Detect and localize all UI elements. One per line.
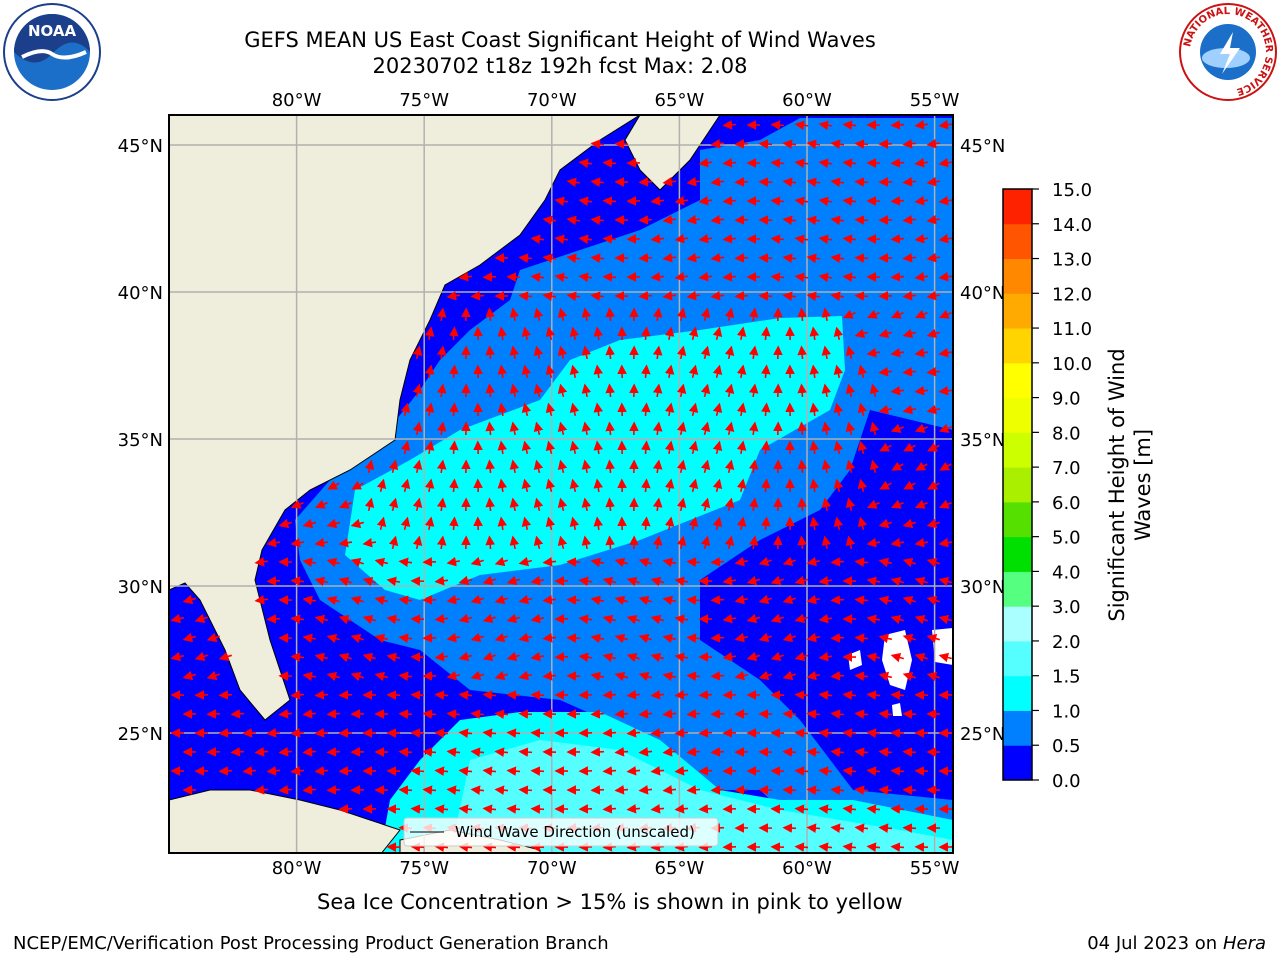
footer-date: 04 Jul 2023 on Hera [1087, 933, 1266, 954]
colorbar-swatch [1003, 710, 1032, 746]
colorbar-swatch [1003, 606, 1032, 642]
map-legend: Wind Wave Direction (unscaled) [403, 817, 719, 847]
colorbar-tick-label: 12.0 [1052, 284, 1092, 305]
lon-label-bottom: 75°W [399, 858, 449, 879]
colorbar-tick-label: 3.0 [1052, 597, 1081, 618]
footer-date-text: 04 Jul 2023 on [1087, 933, 1223, 954]
colorbar-swatch [1003, 397, 1032, 433]
colorbar [1003, 189, 1032, 781]
lat-label-left: 25°N [118, 724, 163, 745]
colorbar-swatch [1003, 571, 1032, 607]
colorbar-swatch [1003, 467, 1032, 503]
footer-host: Hera [1222, 933, 1266, 954]
colorbar-swatch [1003, 328, 1032, 364]
colorbar-tick-label: 15.0 [1052, 180, 1092, 201]
colorbar-swatch [1003, 501, 1032, 538]
lat-label-left: 40°N [118, 283, 163, 304]
colorbar-tick-label: 1.0 [1052, 701, 1081, 722]
lon-label-top: 70°W [527, 90, 577, 111]
lon-label-top: 60°W [782, 90, 832, 111]
lon-label-bottom: 70°W [527, 858, 577, 879]
lon-labels-top: 80°W 75°W 70°W 65°W 60°W 55°W [272, 90, 960, 111]
colorbar-swatch [1003, 675, 1032, 711]
nws-logo: NATIONAL WEATHER SERVICE [1179, 3, 1277, 101]
lon-label-bottom: 65°W [655, 858, 705, 879]
colorbar-tick-label: 0.0 [1052, 771, 1081, 792]
colorbar-tick-label: 2.0 [1052, 632, 1081, 653]
colorbar-swatch [1003, 258, 1032, 294]
lat-label-right: 35°N [960, 430, 1005, 451]
lat-label-left: 30°N [118, 577, 163, 598]
colorbar-swatch [1003, 432, 1032, 468]
colorbar-label-line2: Waves [m] [1131, 429, 1155, 541]
lat-label-right: 40°N [960, 283, 1005, 304]
map-area: Wind Wave Direction (unscaled) [169, 115, 953, 853]
noaa-logo-text: NOAA [28, 22, 77, 40]
colorbar-tick-label: 7.0 [1052, 458, 1081, 479]
colorbar-tick-label: 1.5 [1052, 667, 1081, 688]
lat-labels-left: 45°N 40°N 35°N 30°N 25°N [118, 136, 163, 745]
colorbar-tick-label: 11.0 [1052, 319, 1092, 340]
lat-label-right: 30°N [960, 577, 1005, 598]
lat-label-left: 35°N [118, 430, 163, 451]
chart-title: GEFS MEAN US East Coast Significant Heig… [244, 28, 876, 52]
noaa-logo: NOAA [3, 3, 101, 101]
footer-credit: NCEP/EMC/Verification Post Processing Pr… [13, 933, 609, 954]
map-legend-label: Wind Wave Direction (unscaled) [455, 823, 695, 841]
chart-subtitle: 20230702 t18z 192h fcst Max: 2.08 [372, 54, 748, 78]
lon-label-bottom: 60°W [782, 858, 832, 879]
lat-label-right: 25°N [960, 724, 1005, 745]
colorbar-swatch [1003, 745, 1032, 781]
colorbar-swatch [1003, 293, 1032, 329]
lat-label-right: 45°N [960, 136, 1005, 157]
lon-label-bottom: 55°W [910, 858, 960, 879]
lon-label-top: 55°W [910, 90, 960, 111]
colorbar-tick-label: 13.0 [1052, 250, 1092, 271]
colorbar-frame [1002, 188, 1033, 781]
land-cuba [169, 789, 401, 853]
sea-ice-note: Sea Ice Concentration > 15% is shown in … [317, 890, 903, 914]
colorbar-tick-label: 10.0 [1052, 354, 1092, 375]
wave-bin-1.0-1.5 [345, 316, 845, 600]
land-nova-scotia [624, 115, 721, 191]
lat-labels-right: 45°N 40°N 35°N 30°N 25°N [960, 136, 1005, 745]
colorbar-swatch [1003, 362, 1032, 399]
wave-bin-0-0.5-east [700, 410, 953, 800]
lon-label-top: 65°W [655, 90, 705, 111]
colorbar-tick-label: 8.0 [1052, 423, 1081, 444]
colorbar-tick-label: 6.0 [1052, 493, 1081, 514]
lon-labels-bottom: 80°W 75°W 70°W 65°W 60°W 55°W [272, 858, 960, 879]
colorbar-tick-label: 4.0 [1052, 562, 1081, 583]
wind-wave-direction-arrows [170, 119, 953, 852]
colorbar-ticks: 0.0 0.5 1.0 1.5 2.0 3.0 4.0 5.0 6.0 7.0 8.0 9.0 10.0… [1032, 180, 1092, 792]
colorbar-swatch [1003, 640, 1032, 677]
colorbar-tick-label: 9.0 [1052, 389, 1081, 410]
colorbar-swatch [1003, 536, 1032, 572]
lon-label-top: 80°W [272, 90, 322, 111]
colorbar-swatch [1003, 223, 1032, 260]
lat-label-left: 45°N [118, 136, 163, 157]
lon-label-top: 75°W [399, 90, 449, 111]
colorbar-tick-label: 14.0 [1052, 215, 1092, 236]
colorbar-tick-label: 0.5 [1052, 736, 1081, 757]
colorbar-label-line1: Significant Height of Wind [1105, 348, 1129, 621]
lon-label-bottom: 80°W [272, 858, 322, 879]
colorbar-tick-label: 5.0 [1052, 528, 1081, 549]
map-frame [168, 114, 954, 854]
colorbar-swatch [1003, 189, 1032, 225]
